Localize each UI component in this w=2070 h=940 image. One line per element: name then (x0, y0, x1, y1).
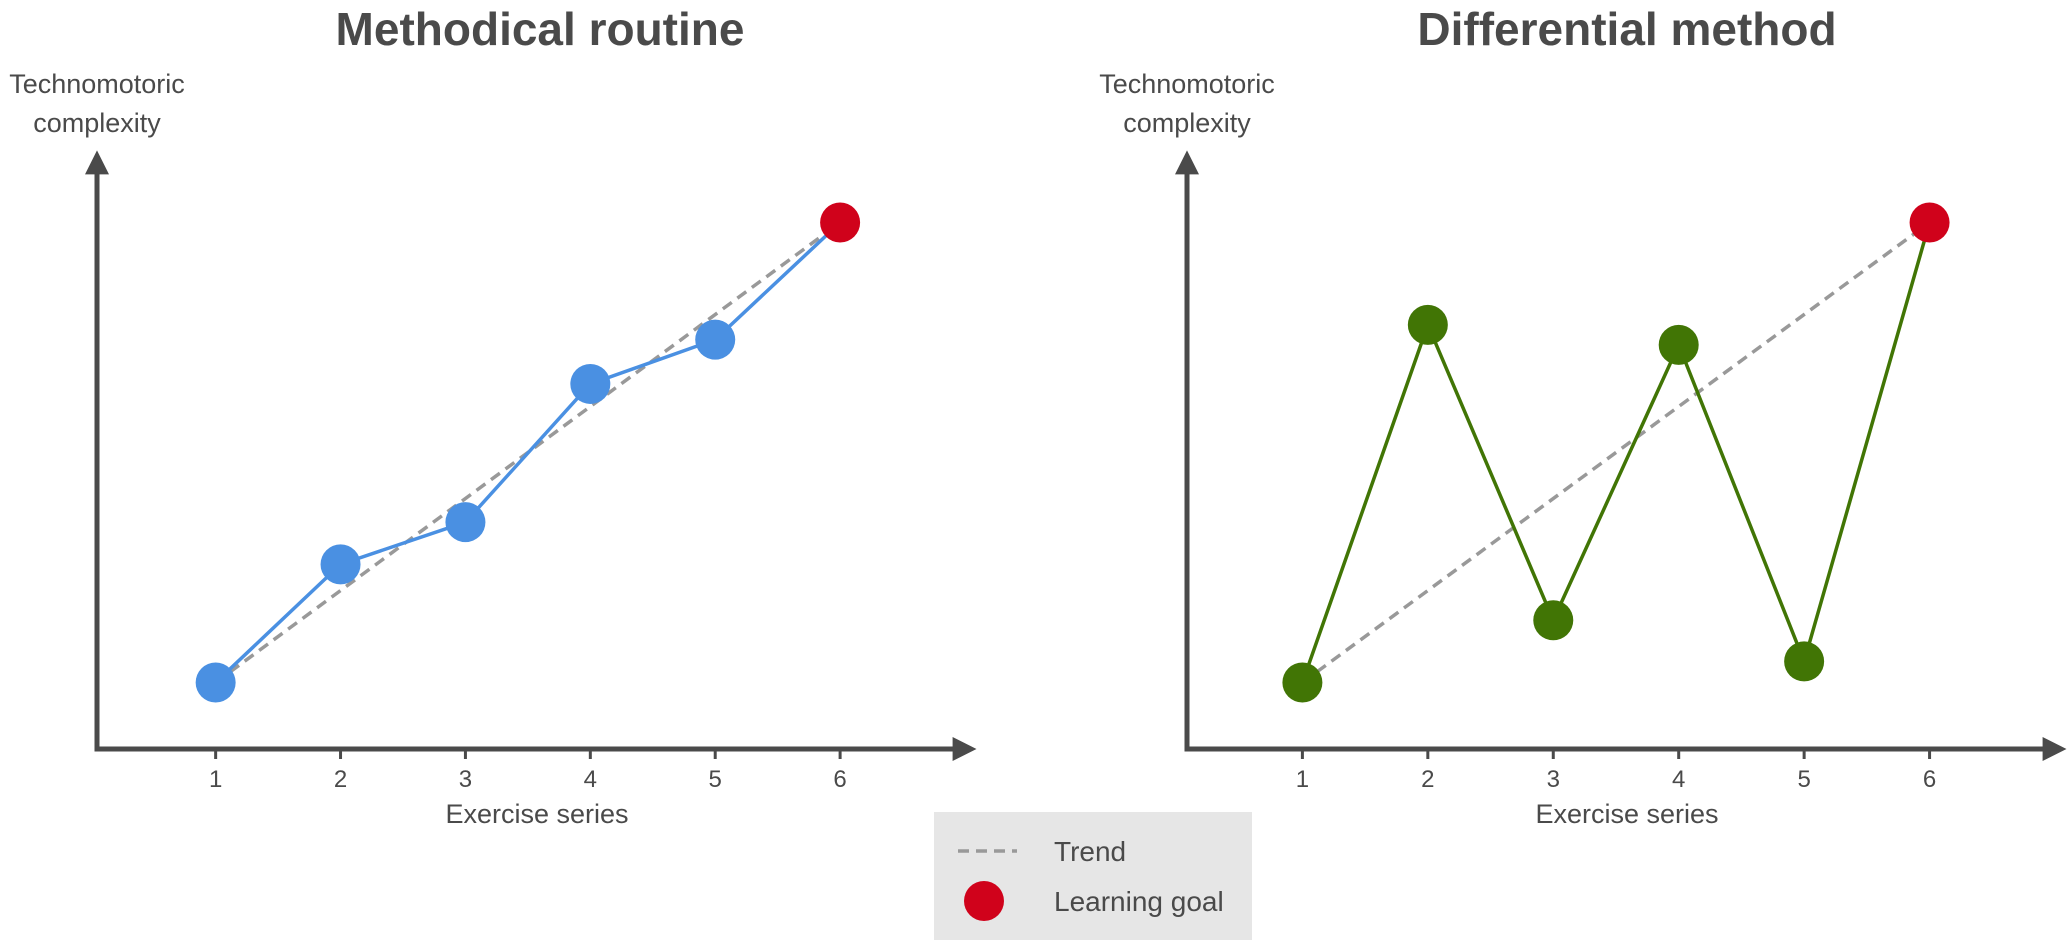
chart-methodical-routine: Methodical routine Technomotoric complex… (9, 3, 977, 829)
data-point (695, 319, 736, 360)
x-tick-label: 5 (1797, 766, 1810, 793)
y-axis-label-line-1: Technomotoric (9, 69, 185, 99)
x-tick-label: 6 (833, 766, 846, 793)
data-point (1658, 324, 1699, 365)
data-point (1407, 304, 1448, 345)
data-point (1533, 600, 1574, 641)
x-tick-label: 4 (1672, 766, 1685, 793)
trend-line (1301, 221, 1931, 684)
legend: Trend Learning goal (934, 812, 1252, 940)
chart-title: Differential method (1417, 3, 1836, 55)
chart-differential-method: Differential method Technomotoric comple… (1099, 3, 2067, 829)
legend-trend-label: Trend (1054, 836, 1126, 867)
data-point (195, 662, 236, 703)
series-line (1300, 222, 1932, 684)
x-tick-label: 1 (1296, 766, 1309, 793)
data-point (1282, 662, 1323, 703)
x-axis-label: Exercise series (445, 799, 628, 829)
x-tick-label: 4 (584, 766, 597, 793)
learning-goal-point (820, 202, 861, 243)
x-tick-label: 1 (209, 766, 222, 793)
data-point (320, 544, 361, 585)
x-tick-label: 2 (1421, 766, 1434, 793)
y-axis-label-line-2: complexity (33, 108, 161, 138)
chart-title: Methodical routine (336, 3, 745, 55)
x-tick-label: 2 (334, 766, 347, 793)
y-axis-label-line-2: complexity (1123, 108, 1251, 138)
data-point (570, 363, 611, 404)
legend-learning-goal-label: Learning goal (1054, 886, 1224, 917)
series-line (214, 221, 842, 684)
learning-goal-point (1909, 202, 1950, 243)
x-tick-label: 3 (1547, 766, 1560, 793)
plot-area: 1 2 3 4 5 6 (1175, 150, 2067, 793)
data-point (1784, 641, 1825, 682)
x-tick-label: 6 (1923, 766, 1936, 793)
x-tick-label: 5 (709, 766, 722, 793)
legend-learning-goal-marker (964, 881, 1004, 921)
x-tick-label: 3 (459, 766, 472, 793)
y-axis-label-line-1: Technomotoric (1099, 69, 1275, 99)
x-axis-label: Exercise series (1535, 799, 1718, 829)
data-point (445, 502, 486, 543)
plot-area: 1 2 3 4 5 6 (85, 150, 977, 793)
